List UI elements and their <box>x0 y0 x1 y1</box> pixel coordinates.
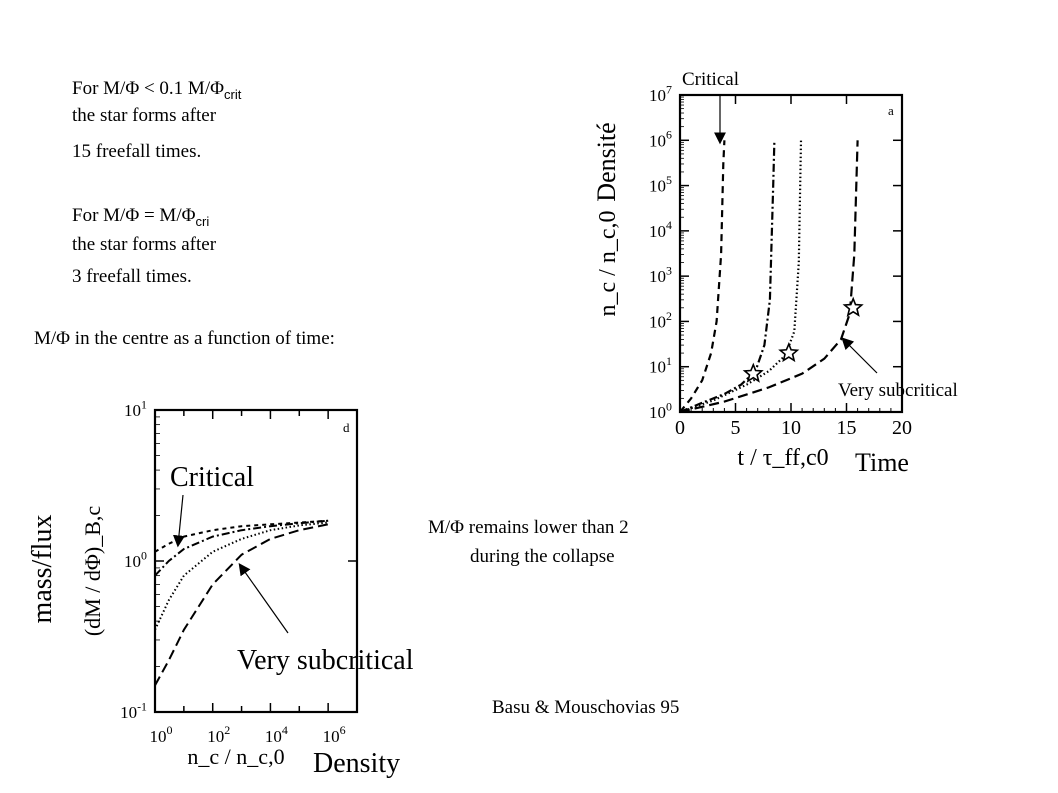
chart-a-ytick-label: 104 <box>649 218 672 241</box>
chart-d-series-2 <box>154 519 329 577</box>
chart-a-ytick-label: 101 <box>649 354 672 377</box>
chart-d-series-1 <box>154 519 329 553</box>
note-block-1-line-1-sub: crit <box>223 86 242 102</box>
remains-line-1: M/Φ remains lower than 2 <box>428 517 629 538</box>
chart-a-xtick-label: 15 <box>837 417 857 439</box>
chart-a-ytick-label: 103 <box>649 263 672 286</box>
chart-d-xlabel: n_c / n_c,0 <box>187 744 284 769</box>
note-block-2-line-3: 3 freefall times. <box>72 266 192 287</box>
chart-a-subcritical-arrow <box>841 337 878 374</box>
chart-d-very-subcritical-label: Very subcritical <box>237 645 414 676</box>
note-block-2-line-1: For M/Φ = M/Φcri <box>72 203 209 234</box>
chart-d-panel-letter: d <box>343 420 350 435</box>
chart-d-critical-label: Critical <box>170 462 254 493</box>
chart-a-xtick-label: 0 <box>675 417 685 439</box>
chart-a-xlabel: t / τ_ff,c0 <box>737 445 828 471</box>
centre-caption: M/Φ in the centre as a function of time: <box>34 328 335 349</box>
chart-a-ytick-label: 106 <box>649 128 672 151</box>
chart-d-series-3 <box>154 521 329 631</box>
chart-a-star-marker <box>742 362 764 383</box>
note-block-1-line-1: For M/Φ < 0.1 M/Φcrit <box>72 76 241 107</box>
chart-a-ytick-label: 105 <box>649 173 672 196</box>
chart-a-series-1 <box>679 140 726 413</box>
chart-a-ylabel: n_c / n_c,0 <box>595 211 621 317</box>
chart-a-ytick-label: 102 <box>649 309 672 332</box>
chart-a-xtick-label: 20 <box>892 417 912 439</box>
chart-d-xtick-label: 102 <box>207 723 230 746</box>
chart-a-overlay-xlabel: Time <box>855 448 909 477</box>
chart-d-ytick-label: 100 <box>124 548 147 571</box>
chart-density-vs-time: 0 5 10 15 20 100 101 102 103 104 105 106 107 a n_c / n… <box>592 69 958 477</box>
chart-a-panel-letter: a <box>888 103 894 118</box>
chart-d-series-4 <box>154 523 329 686</box>
chart-d-overlay-ylabel: mass/flux <box>27 515 58 624</box>
chart-d-xtick-label: 100 <box>150 723 173 746</box>
note-block-1-line-1-main: For M/Φ < 0.1 M/Φ <box>72 78 224 99</box>
chart-d-xtick-label: 106 <box>323 723 346 746</box>
chart-a-overlay-ylabel: Densité <box>592 122 621 201</box>
chart-a-xtick-label: 10 <box>781 417 801 439</box>
chart-a-series-4 <box>679 140 859 414</box>
chart-a-series-3 <box>679 140 803 414</box>
chart-d-ylabel: (dM / dΦ)_B,c <box>80 506 105 637</box>
chart-a-star-marker <box>842 296 864 317</box>
chart-d-ytick-label: 10-1 <box>120 699 147 722</box>
note-block-2-line-1-sub: cri <box>195 213 210 229</box>
remains-line-2: during the collapse <box>470 546 615 567</box>
chart-a-xtick-label: 5 <box>731 417 741 439</box>
chart-a-ytick-label: 100 <box>649 399 672 422</box>
chart-d-xtick-label: 104 <box>265 723 288 746</box>
chart-a-star-marker <box>778 342 800 363</box>
citation: Basu & Mouschovias 95 <box>492 697 680 718</box>
chart-a-very-subcritical-label: Very subcritical <box>838 380 958 401</box>
chart-d-subcritical-arrow <box>238 563 289 634</box>
note-block-1-line-2: the star forms after <box>72 105 217 126</box>
chart-a-critical-label: Critical <box>682 69 739 90</box>
chart-a-ytick-label: 107 <box>649 82 672 105</box>
chart-d-overlay-xlabel: Density <box>313 748 400 779</box>
note-block-1-line-3: 15 freefall times. <box>72 141 202 162</box>
chart-d-ytick-label: 101 <box>124 397 147 420</box>
chart-d-critical-arrow <box>172 494 185 548</box>
note-block-2-line-1-main: For M/Φ = M/Φ <box>72 205 196 226</box>
note-block-2-line-2: the star forms after <box>72 234 217 255</box>
